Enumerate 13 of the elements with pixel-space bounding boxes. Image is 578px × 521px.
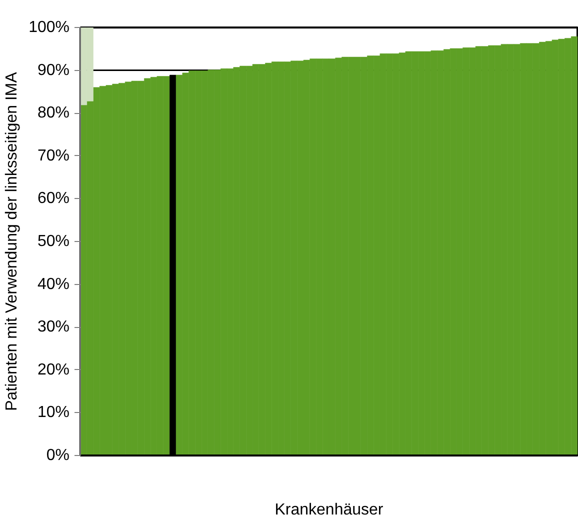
y-tick-label: 70% (37, 147, 70, 164)
y-axis-title: Patienten mit Verwendung der linksseitigen IMA (4, 72, 21, 411)
x-axis-title: Krankenhäuser (274, 502, 384, 518)
y-tick-label: 0% (46, 447, 70, 464)
y-tick-label: 50% (37, 233, 70, 250)
y-tick-label: 80% (37, 104, 70, 122)
y-tick-label: 40% (37, 276, 70, 293)
y-tick-label: 10% (37, 404, 70, 422)
y-tick-label: 30% (37, 318, 70, 336)
y-tick-label: 60% (37, 190, 70, 208)
y-tick-label: 100% (28, 19, 70, 36)
y-tick-label: 20% (37, 361, 70, 378)
y-tick-label: 90% (37, 62, 70, 79)
